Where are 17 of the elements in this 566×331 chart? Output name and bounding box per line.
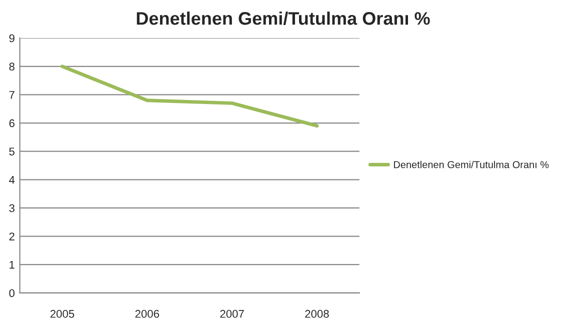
y-tick-label: 5 (9, 148, 14, 156)
y-tick-label: 4 (9, 176, 15, 184)
chart-title: Denetlenen Gemi/Tutulma Oranı % (136, 12, 430, 26)
x-tick-label: 2008 (305, 310, 329, 318)
y-tick-label: 9 (9, 34, 14, 42)
y-tick-label: 1 (10, 261, 14, 269)
y-tick-label: 7 (9, 91, 14, 99)
x-tick-label: 2005 (50, 310, 74, 318)
y-tick-label: 6 (9, 119, 14, 128)
y-tick-label: 3 (9, 204, 14, 212)
line-series (60, 64, 319, 128)
x-tick-label: 2007 (220, 310, 244, 318)
x-tick-label: 2006 (135, 310, 160, 318)
y-tick-label: 0 (9, 289, 15, 298)
legend-label: Denetlenen Gemi/Tutulma Oranı % (394, 160, 549, 168)
y-tick-label: 2 (9, 232, 14, 240)
y-tick-label: 8 (9, 62, 14, 71)
